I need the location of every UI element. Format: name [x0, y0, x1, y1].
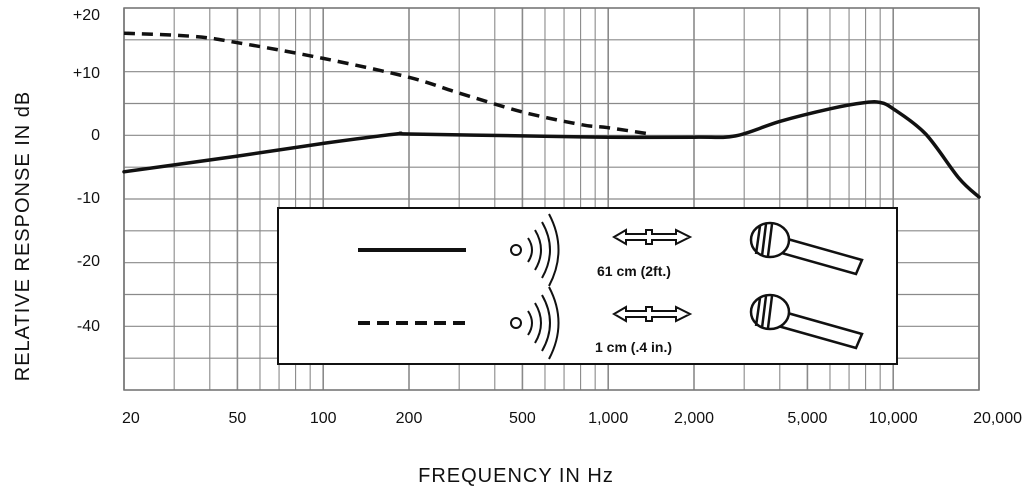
series-line-61cm-solid: [122, 100, 981, 199]
chart-legend: 61 cm (2ft.) 1 cm (.4 in.): [277, 207, 898, 365]
double-arrow-icon: [612, 305, 693, 323]
series-line-1cm-dashed: [123, 31, 651, 136]
plot-frame: [123, 7, 980, 391]
microphone-icon: [749, 221, 864, 276]
x-tick-label: 500: [509, 410, 536, 427]
y-tick-label: +10: [73, 65, 100, 82]
y-tick-label: -20: [77, 253, 100, 270]
double-arrow-icon: [612, 228, 693, 246]
y-tick-label: -10: [77, 190, 100, 207]
sound-source-icon: [510, 286, 560, 360]
y-tick-label: -40: [77, 318, 100, 335]
x-tick-label: 100: [310, 410, 337, 427]
x-tick-label: 10,000: [869, 410, 918, 427]
y-tick-label: +20: [73, 7, 100, 24]
x-tick-label: 1,000: [588, 410, 628, 427]
x-tick-label: 2,000: [674, 410, 714, 427]
x-tick-labels: 20 50 100 200 500 1,000 2,000 5,000 10,000 20,000: [122, 410, 1022, 427]
x-tick-label: 50: [229, 410, 247, 427]
x-axis-title: FREQUENCY IN Hz: [418, 465, 614, 486]
microphone-icon: [749, 293, 864, 350]
sound-source-icon: [510, 213, 560, 287]
chart-series: [122, 31, 981, 199]
y-axis-title: RELATIVE RESPONSE IN dB: [12, 91, 34, 382]
x-tick-label: 20,000: [973, 410, 1022, 427]
x-tick-label: 5,000: [787, 410, 827, 427]
x-tick-label: 200: [396, 410, 423, 427]
legend-box: [277, 207, 898, 365]
x-tick-label: 20: [122, 410, 140, 427]
legend-label-solid: 61 cm (2ft.): [597, 263, 671, 279]
y-tick-label: 0: [91, 127, 100, 144]
legend-label-dashed: 1 cm (.4 in.): [595, 339, 672, 355]
y-tick-labels: +20 +10 0 -10 -20 -40: [73, 7, 100, 335]
